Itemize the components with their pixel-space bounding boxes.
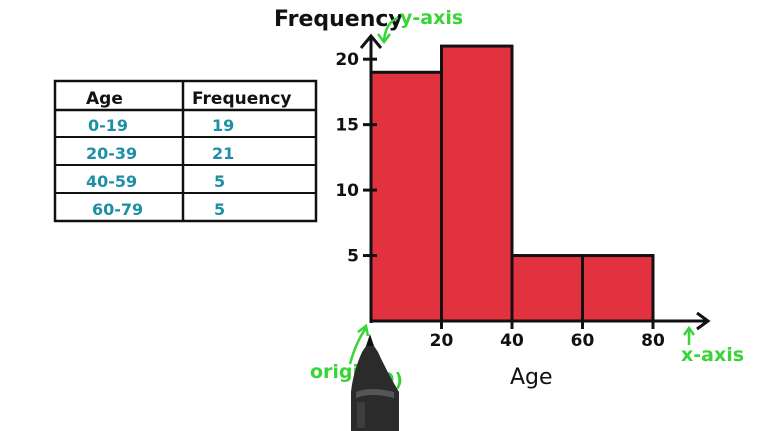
- x-axis-annotation-arrowhead: [682, 325, 696, 336]
- table-cell-frequency: 19: [212, 116, 234, 135]
- y-axis-annotation-arrowhead: [377, 33, 391, 45]
- y-tick-label: 10: [335, 181, 359, 201]
- y-tick-label: 15: [335, 116, 359, 136]
- y-axis-title: Frequency: [274, 7, 403, 32]
- origin-annotation-arrowhead: [357, 323, 370, 337]
- y-axis-annotation-arrow: [382, 16, 399, 41]
- table-cell-age: 0-19: [88, 116, 128, 135]
- table-cell-frequency: 21: [212, 144, 234, 163]
- marker-pen-image: [351, 334, 399, 431]
- x-tick-label: 40: [500, 331, 524, 351]
- y-axis-arrow: [359, 33, 383, 49]
- x-axis-title: Age: [510, 365, 553, 390]
- x-tick-label: 80: [641, 331, 665, 351]
- chart-axes: [359, 33, 711, 331]
- origin-annotation-arrow: [348, 327, 368, 365]
- histogram-bar: [581, 254, 655, 323]
- histogram-bar: [440, 44, 514, 323]
- frequency-table: Age Frequency 0-19 19 20-39 21 40-59 5 6…: [53, 79, 318, 223]
- table-cell-age: 20-39: [86, 144, 137, 163]
- y-tick-label: 20: [335, 50, 359, 70]
- table-border: [53, 79, 318, 223]
- histogram-bar: [369, 70, 443, 323]
- table-cell-frequency: 5: [214, 200, 225, 219]
- axis-ticks: 20 40 60 80 5 10 15 20: [335, 50, 665, 351]
- x-axis-arrow: [696, 311, 711, 331]
- table-cell-age: 40-59: [86, 172, 137, 191]
- x-tick-label: 20: [430, 331, 454, 351]
- x-axis-annotation: x-axis: [681, 344, 744, 366]
- table-cell-frequency: 5: [214, 172, 225, 191]
- histogram-bars: [369, 44, 655, 323]
- table-cell-age: 60-79: [92, 200, 143, 219]
- histogram-bar: [510, 254, 584, 323]
- table-header-age: Age: [86, 89, 123, 109]
- y-tick-label: 5: [347, 247, 359, 267]
- table-header-frequency: Frequency: [192, 89, 292, 109]
- x-tick-label: 60: [571, 331, 595, 351]
- y-axis-annotation: y-axis: [400, 7, 463, 29]
